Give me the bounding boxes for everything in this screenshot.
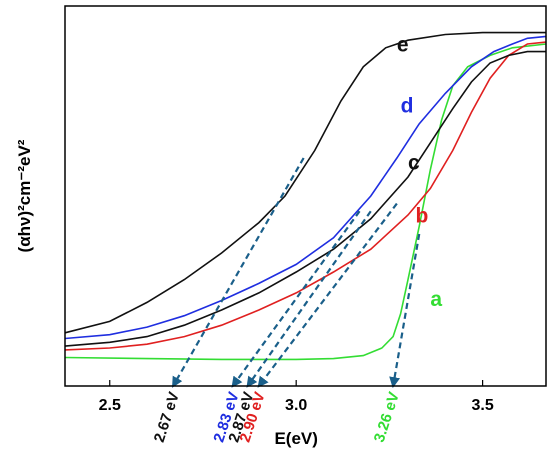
curve-label-e: e bbox=[397, 34, 409, 57]
x-tick-label: 3.0 bbox=[285, 397, 307, 414]
series-line-b bbox=[64, 41, 547, 351]
tangent-arrow-5 bbox=[389, 233, 421, 389]
tangent-arrow-2 bbox=[231, 210, 361, 388]
curve-label-c: c bbox=[408, 151, 420, 174]
y-axis-title: (αhν)²cm⁻²eV² bbox=[15, 139, 34, 252]
tangents-group bbox=[172, 157, 421, 389]
curve-label-b: b bbox=[415, 205, 428, 228]
series-line-e bbox=[64, 31, 546, 334]
tangent-arrow-3 bbox=[246, 210, 372, 388]
curve-label-d: d bbox=[401, 94, 414, 117]
x-axis-title: E(eV) bbox=[274, 429, 317, 448]
x-tick-label: 2.5 bbox=[99, 397, 121, 414]
plot-frame bbox=[64, 5, 547, 387]
series-line-a bbox=[64, 43, 547, 361]
series-line-d bbox=[64, 35, 547, 340]
tangent-arrow-1 bbox=[172, 157, 305, 388]
x-ticks-group: 2.5 3.0 3.5 bbox=[99, 380, 494, 414]
series-line-c bbox=[64, 50, 546, 347]
curve-label-a: a bbox=[430, 288, 442, 311]
curve-labels-group: a b c d e bbox=[397, 34, 443, 312]
tangent-arrow-4 bbox=[257, 202, 398, 388]
curves-group bbox=[64, 31, 547, 361]
x-tick-label: 3.5 bbox=[471, 397, 493, 414]
band-gap-label: 3.26 eV bbox=[371, 390, 403, 444]
band-gap-label: 2.67 eV bbox=[151, 390, 183, 444]
